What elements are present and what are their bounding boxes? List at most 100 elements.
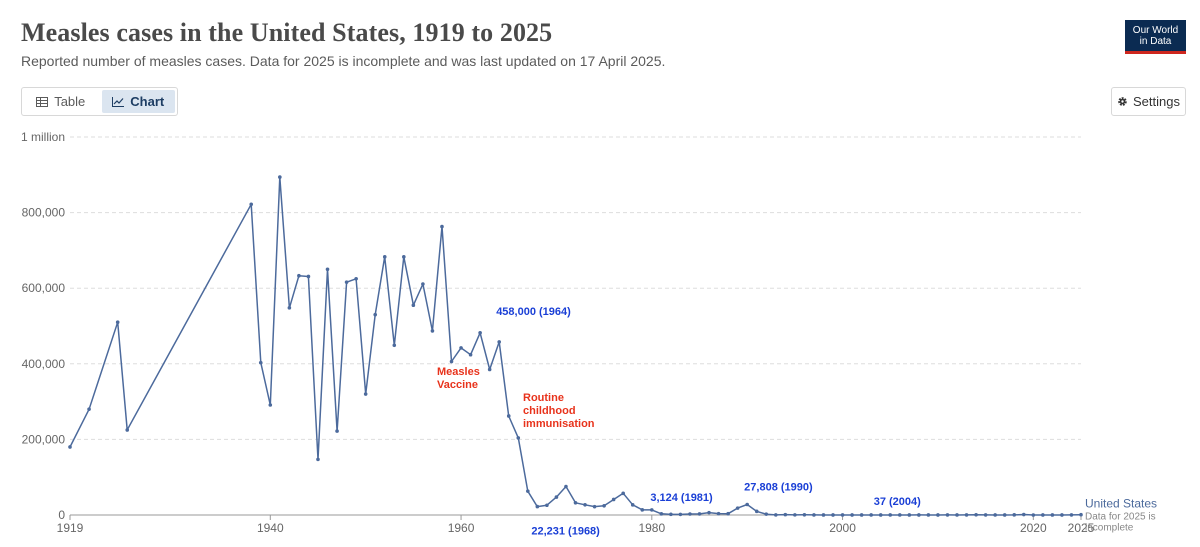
data-point xyxy=(888,513,893,517)
table-icon xyxy=(36,96,49,107)
x-tick-label: 2020 xyxy=(1020,521,1047,535)
grid-lines xyxy=(70,136,1081,440)
data-point xyxy=(726,511,730,516)
y-tick-label: 600,000 xyxy=(22,281,66,295)
line-chart-icon xyxy=(112,96,125,107)
data-point xyxy=(258,360,263,365)
data-point xyxy=(306,274,311,279)
data-point xyxy=(506,414,511,418)
data-point xyxy=(793,513,797,517)
data-point xyxy=(869,513,873,517)
data-point xyxy=(745,502,749,507)
tab-table[interactable]: Table xyxy=(24,90,98,113)
data-point xyxy=(1050,513,1055,517)
data-point xyxy=(335,429,339,433)
data-point xyxy=(87,407,91,411)
annotation-label: immunisation xyxy=(523,418,595,430)
y-tick-label: 200,000 xyxy=(22,432,66,446)
data-point xyxy=(468,352,473,357)
data-point xyxy=(526,489,530,493)
legend-note-line-1: Data for 2025 is xyxy=(1085,512,1156,523)
data-point xyxy=(678,512,683,517)
data-point xyxy=(459,346,463,350)
annotation-label: childhood xyxy=(523,405,576,417)
data-point xyxy=(354,276,358,281)
highlight-label: 27,808 (1990) xyxy=(744,481,813,493)
y-tick-label: 0 xyxy=(58,508,65,522)
data-point xyxy=(754,509,759,514)
highlight-label: 37 (2004) xyxy=(874,496,921,508)
settings-button[interactable]: Settings xyxy=(1111,87,1186,116)
data-point xyxy=(516,436,521,440)
data-point xyxy=(592,504,597,509)
data-point xyxy=(325,267,330,272)
data-point xyxy=(535,504,540,509)
data-point xyxy=(764,512,769,516)
data-point xyxy=(421,282,425,286)
data-point xyxy=(917,513,921,517)
data-point xyxy=(1041,513,1045,517)
data-point xyxy=(993,513,997,517)
data-point xyxy=(955,513,959,517)
data-point xyxy=(1021,512,1026,517)
chart-title: Measles cases in the United States, 1919… xyxy=(21,18,553,47)
data-point xyxy=(640,508,645,512)
data-point xyxy=(1031,513,1036,517)
tab-chart[interactable]: Chart xyxy=(101,90,175,113)
x-tick-label: 2025 xyxy=(1068,521,1095,535)
data-point xyxy=(926,513,931,517)
data-point xyxy=(449,359,454,364)
data-point xyxy=(382,255,387,259)
x-tick-label: 1980 xyxy=(638,521,665,535)
annotation-label: Routine xyxy=(523,392,564,404)
data-point xyxy=(716,511,721,516)
view-tabs: Table Chart xyxy=(21,87,178,116)
chart-subtitle: Reported number of measles cases. Data f… xyxy=(21,53,666,69)
x-tick-label: 1960 xyxy=(448,521,475,535)
data-point xyxy=(983,513,988,517)
data-point xyxy=(897,513,902,517)
series-line-united-states xyxy=(69,176,1082,516)
data-point xyxy=(487,367,492,372)
annotation-label: Vaccine xyxy=(437,379,478,391)
data-point xyxy=(68,445,72,449)
data-point xyxy=(344,280,349,284)
data-point xyxy=(735,506,740,510)
data-point xyxy=(650,508,654,512)
data-point xyxy=(287,306,292,310)
data-point xyxy=(478,331,482,335)
legend-note-line-2: incomplete xyxy=(1085,523,1134,534)
y-tick-label: 1 million xyxy=(21,130,65,144)
data-point xyxy=(1079,512,1083,517)
data-point xyxy=(554,495,559,499)
highlight-label: 22,231 (1968) xyxy=(531,526,600,538)
data-point xyxy=(964,513,969,517)
data-point xyxy=(611,497,616,502)
owid-logo[interactable]: Our World in Data xyxy=(1125,20,1186,54)
data-point xyxy=(707,510,711,515)
x-axis: 1919 1940 1960 1980 2000 2020 2025 xyxy=(57,514,1095,535)
data-point xyxy=(850,513,854,517)
tab-chart-label: Chart xyxy=(130,94,165,109)
annotation-label: Measles xyxy=(437,366,480,378)
data-point xyxy=(621,491,625,496)
data-point xyxy=(497,340,501,344)
highlight-label: 458,000 (1964) xyxy=(496,306,571,318)
y-axis-labels: 0 200,000 400,000 600,000 800,000 1 million xyxy=(21,130,65,522)
highlight-labels: 458,000 (1964) 22,231 (1968) 3,124 (1981) 2… xyxy=(496,306,921,538)
data-point xyxy=(688,512,692,516)
data-point xyxy=(773,513,778,517)
data-point xyxy=(115,320,120,325)
x-tick-label: 1919 xyxy=(57,521,84,535)
data-point xyxy=(936,513,940,517)
data-point xyxy=(392,343,397,348)
y-tick-label: 800,000 xyxy=(22,206,66,220)
logo-line-2: in Data xyxy=(1139,36,1172,47)
data-point xyxy=(840,513,845,517)
data-point xyxy=(1002,513,1007,517)
gear-icon xyxy=(1118,97,1127,106)
data-point xyxy=(564,484,568,489)
data-point xyxy=(802,513,807,517)
